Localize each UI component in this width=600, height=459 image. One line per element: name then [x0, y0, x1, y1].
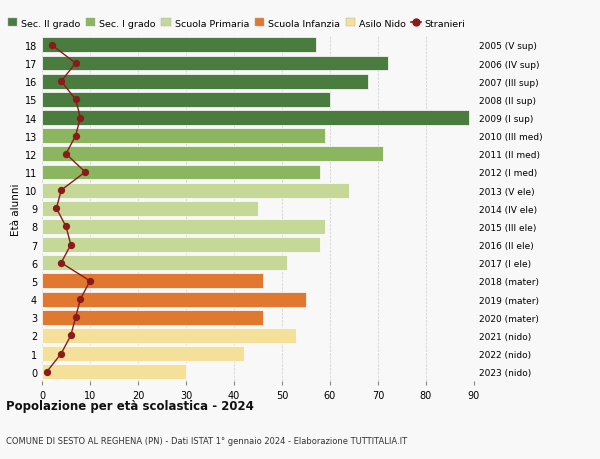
Bar	[42, 93, 330, 107]
Text: COMUNE DI SESTO AL REGHENA (PN) - Dati ISTAT 1° gennaio 2024 - Elaborazione TUTT: COMUNE DI SESTO AL REGHENA (PN) - Dati I…	[6, 436, 407, 445]
Bar	[42, 219, 325, 235]
Bar	[42, 328, 296, 343]
Bar	[42, 165, 320, 180]
Point	[56, 259, 66, 267]
Point	[61, 223, 71, 230]
Bar	[42, 147, 383, 162]
Point	[61, 151, 71, 158]
Y-axis label: Età alunni: Età alunni	[11, 183, 20, 235]
Bar	[42, 364, 186, 379]
Point	[47, 42, 56, 50]
Bar	[42, 74, 368, 90]
Bar	[42, 310, 263, 325]
Bar	[42, 347, 244, 361]
Bar	[42, 238, 320, 252]
Point	[56, 78, 66, 86]
Point	[71, 133, 80, 140]
Point	[80, 169, 90, 176]
Bar	[42, 202, 258, 216]
Bar	[42, 274, 263, 289]
Bar	[42, 183, 349, 198]
Point	[66, 241, 76, 249]
Point	[71, 60, 80, 67]
Point	[42, 368, 52, 375]
Point	[71, 96, 80, 104]
Bar	[42, 256, 287, 271]
Point	[56, 350, 66, 358]
Bar	[42, 56, 388, 71]
Point	[56, 187, 66, 195]
Bar	[42, 111, 469, 126]
Bar	[42, 292, 306, 307]
Point	[85, 278, 95, 285]
Point	[76, 115, 85, 122]
Bar	[42, 39, 316, 53]
Legend: Sec. II grado, Sec. I grado, Scuola Primaria, Scuola Infanzia, Asilo Nido, Stran: Sec. II grado, Sec. I grado, Scuola Prim…	[8, 19, 465, 28]
Point	[66, 332, 76, 339]
Point	[52, 205, 61, 213]
Point	[71, 314, 80, 321]
Text: Popolazione per età scolastica - 2024: Popolazione per età scolastica - 2024	[6, 399, 254, 412]
Bar	[42, 129, 325, 144]
Point	[76, 296, 85, 303]
